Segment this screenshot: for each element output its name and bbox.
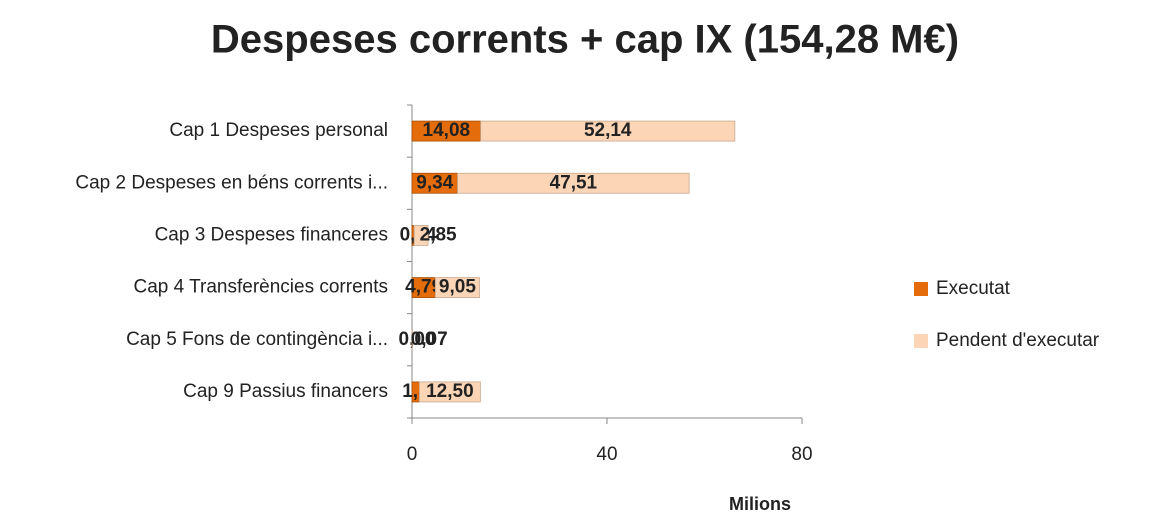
legend-label: Pendent d'executar [936, 330, 1100, 351]
data-label: 9,05 [439, 277, 476, 298]
x-tick-label: 0 [407, 444, 418, 465]
bar-segment [419, 381, 481, 403]
x-axis-label: Milions [729, 494, 791, 514]
data-label: 0,07 [411, 329, 448, 350]
y-tick-label: Cap 9 Passius financers [183, 381, 388, 402]
data-label: 47,51 [550, 172, 598, 193]
y-tick-label: Cap 5 Fons de contingència i... [126, 329, 388, 350]
legend-label: Executat [936, 278, 1011, 299]
data-label: 9,34 [416, 172, 453, 193]
y-tick-label: Cap 2 Despeses en béns corrents i... [75, 172, 388, 193]
data-label: 12,50 [426, 381, 474, 402]
x-tick-label: 40 [596, 444, 617, 465]
x-tick-label: 80 [791, 444, 812, 465]
bar-segment [457, 172, 690, 194]
data-label: 4,79 [405, 277, 442, 298]
legend-swatch [914, 334, 928, 348]
bar-segment [413, 225, 429, 246]
legend-swatch [914, 282, 928, 296]
y-tick-label: Cap 1 Despeses personal [169, 120, 388, 141]
bar-segment [434, 277, 480, 298]
y-tick-label: Cap 3 Despeses financeres [155, 224, 388, 245]
chart-title: Despeses corrents + cap IX (154,28 M€) [211, 18, 959, 62]
data-label: 52,14 [584, 120, 632, 141]
data-label: 0,00 [399, 329, 436, 350]
data-label: 2,85 [420, 224, 457, 245]
y-tick-label: Cap 4 Transferències corrents [133, 277, 388, 298]
bar-segment [480, 120, 736, 142]
data-label: 14,08 [423, 120, 471, 141]
